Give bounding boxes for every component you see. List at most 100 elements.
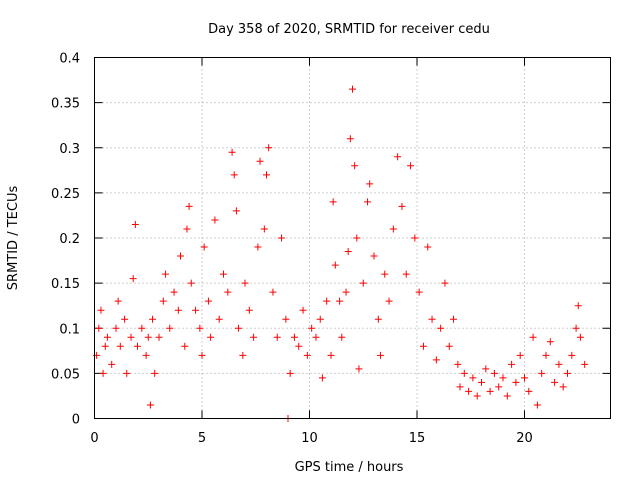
data-point — [142, 351, 150, 359]
data-point — [376, 351, 384, 359]
data-point — [432, 356, 440, 364]
data-point — [551, 378, 559, 386]
plot-frame — [94, 57, 611, 419]
data-point — [112, 324, 120, 332]
data-point — [559, 383, 567, 391]
data-point — [542, 351, 550, 359]
data-point — [129, 275, 137, 283]
data-point — [381, 270, 389, 278]
data-point — [508, 360, 516, 368]
data-point — [460, 369, 468, 377]
data-point — [525, 387, 533, 395]
data-point — [402, 270, 410, 278]
x-axis-label: GPS time / hours — [295, 460, 404, 475]
data-point — [574, 302, 582, 310]
data-point — [546, 338, 554, 346]
data-point — [269, 288, 277, 296]
data-point — [568, 351, 576, 359]
data-point — [398, 202, 406, 210]
data-point — [116, 342, 124, 350]
data-point — [196, 324, 204, 332]
data-point — [260, 225, 268, 233]
data-point — [159, 297, 167, 305]
data-point — [181, 342, 189, 350]
y-axis: 0 0.05 0.1 0.15 0.2 0.25 0.3 0.35 0.4 — [51, 52, 611, 428]
data-point — [241, 279, 249, 287]
data-point — [134, 342, 141, 350]
data-point — [228, 148, 236, 156]
data-point — [370, 252, 378, 260]
data-points — [93, 85, 589, 422]
y-axis-label: SRMTID / TECUs — [6, 186, 21, 291]
data-point — [256, 157, 264, 165]
data-point — [121, 315, 129, 323]
data-point — [499, 374, 507, 382]
data-point — [230, 171, 238, 179]
data-point — [220, 270, 227, 278]
data-point — [232, 207, 240, 215]
data-point — [151, 369, 159, 377]
y-tick-label: 0.25 — [51, 187, 80, 202]
data-point — [456, 383, 464, 391]
data-point — [185, 202, 193, 210]
data-point — [366, 180, 374, 188]
data-point — [503, 392, 511, 400]
data-point — [482, 365, 490, 373]
data-point — [123, 369, 131, 377]
data-point — [250, 333, 258, 341]
data-point — [254, 243, 262, 251]
data-point — [144, 333, 152, 341]
data-point — [576, 333, 584, 341]
x-tick-label: 10 — [301, 431, 318, 446]
data-point — [174, 306, 182, 314]
data-point — [564, 369, 571, 377]
data-point — [323, 297, 331, 305]
data-point — [516, 351, 524, 359]
data-point — [419, 342, 427, 350]
data-point — [316, 315, 324, 323]
data-point — [445, 342, 453, 350]
data-point — [312, 333, 320, 341]
data-point — [273, 333, 281, 341]
data-point — [538, 369, 546, 377]
data-point — [572, 324, 580, 332]
data-point — [355, 365, 363, 373]
data-point — [295, 342, 303, 350]
y-tick-label: 0.05 — [51, 367, 80, 382]
data-point — [415, 288, 423, 296]
data-point — [263, 171, 270, 179]
y-tick-label: 0 — [72, 413, 80, 428]
data-point — [336, 297, 344, 305]
data-point — [473, 392, 481, 400]
x-tick-label: 15 — [409, 431, 426, 446]
data-point — [282, 315, 290, 323]
y-tick-label: 0.15 — [51, 277, 80, 292]
data-point — [204, 297, 212, 305]
data-point — [161, 270, 169, 278]
data-point — [308, 324, 316, 332]
data-point — [450, 315, 458, 323]
data-point — [465, 387, 473, 395]
data-point — [385, 297, 393, 305]
data-point — [512, 378, 520, 386]
data-point — [207, 333, 215, 341]
data-point — [200, 243, 208, 251]
data-point — [331, 261, 339, 269]
data-point — [495, 383, 503, 391]
data-point — [327, 351, 335, 359]
data-point — [441, 279, 449, 287]
data-point — [103, 333, 111, 341]
data-point — [411, 234, 419, 242]
data-point — [245, 306, 253, 314]
data-point — [215, 315, 223, 323]
data-point — [108, 360, 116, 368]
data-point — [278, 234, 286, 242]
data-point — [342, 288, 350, 296]
data-point — [138, 324, 146, 332]
data-point — [187, 279, 195, 287]
data-point — [329, 198, 337, 206]
data-point — [211, 216, 219, 224]
data-point — [265, 144, 273, 152]
data-point — [478, 378, 485, 386]
y-tick-label: 0.35 — [51, 97, 80, 112]
